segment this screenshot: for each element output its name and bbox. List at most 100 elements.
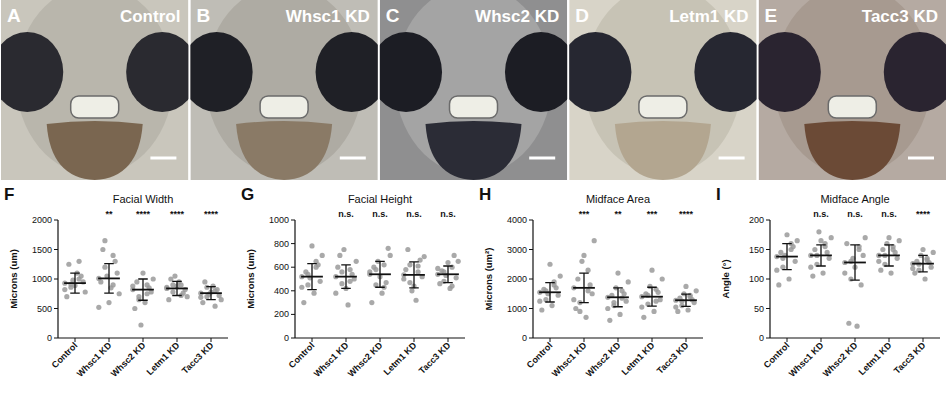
category-label: Whsc1 KD: [550, 340, 589, 379]
data-point: [675, 309, 680, 314]
photo-panel: [190, 0, 377, 180]
scale-bar: [340, 157, 366, 160]
cement-gland: [426, 121, 522, 180]
data-point: [793, 259, 798, 264]
data-point: [626, 279, 631, 284]
mean-line: [200, 292, 222, 294]
data-point: [335, 265, 340, 270]
significance-label: n.s.: [338, 209, 354, 219]
significance-label: **: [105, 209, 113, 219]
significance-label: ***: [647, 209, 658, 219]
data-point: [166, 297, 171, 302]
data-point: [172, 273, 177, 278]
mean-line: [641, 296, 663, 298]
data-point: [854, 324, 859, 329]
mean-line: [64, 282, 86, 284]
data-point: [660, 276, 665, 281]
data-point: [386, 246, 391, 251]
mouth: [639, 96, 687, 118]
data-point: [413, 298, 418, 303]
mean-line: [166, 288, 188, 290]
data-point: [212, 304, 217, 309]
significance-label: n.s.: [372, 209, 388, 219]
mean-line: [369, 273, 391, 275]
cement-gland: [47, 121, 143, 180]
data-point: [585, 268, 590, 273]
data-point: [445, 260, 450, 265]
y-tick: [529, 279, 533, 280]
data-point: [656, 290, 661, 295]
mouth: [260, 96, 308, 118]
category-label: Control: [50, 340, 80, 370]
marks: [299, 243, 461, 307]
eye: [759, 32, 821, 112]
y-axis-label: Microns (um): [245, 249, 256, 309]
data-point: [924, 258, 929, 263]
scale-bar: [908, 157, 934, 160]
y-tick-label: 0: [522, 333, 527, 343]
data-point: [318, 279, 323, 284]
data-point: [617, 312, 622, 317]
significance-label: ***: [579, 209, 590, 219]
x-tick: [414, 338, 415, 342]
panel-label: Tacc3 KD: [862, 7, 938, 26]
data-point: [96, 305, 101, 310]
data-point: [83, 289, 88, 294]
data-point: [539, 307, 544, 312]
data-point: [354, 259, 359, 264]
data-point: [846, 321, 851, 326]
y-tick-label: 0: [47, 333, 52, 343]
data-point: [409, 288, 414, 293]
data-point: [79, 273, 84, 278]
x-tick: [618, 338, 619, 342]
x-tick: [211, 338, 212, 342]
eye: [380, 32, 442, 112]
x-tick: [889, 338, 890, 342]
mean-line: [335, 276, 357, 278]
data-point: [878, 268, 883, 273]
data-point: [347, 279, 352, 284]
data-point: [401, 276, 406, 281]
data-point: [795, 238, 800, 243]
data-point: [299, 285, 304, 290]
chart-title: Facial Width: [113, 193, 174, 205]
data-point: [820, 271, 825, 276]
eye: [694, 32, 756, 112]
x-tick: [177, 338, 178, 342]
data-point: [888, 271, 893, 276]
eye: [569, 32, 631, 112]
cement-gland: [236, 121, 332, 180]
data-point: [585, 288, 590, 293]
y-tick: [529, 220, 533, 221]
mean-line: [573, 287, 595, 289]
data-point: [922, 276, 927, 281]
cement-gland: [804, 121, 900, 180]
y-tick: [766, 249, 770, 250]
mean-line: [98, 278, 120, 280]
eye: [190, 32, 252, 112]
data-point: [170, 282, 175, 287]
mean-line: [912, 263, 934, 265]
data-point: [863, 235, 868, 240]
data-point: [639, 304, 644, 309]
mean-line: [437, 273, 459, 275]
significance-label: ****: [204, 209, 219, 219]
data-point: [379, 291, 384, 296]
data-point: [929, 265, 934, 270]
data-point: [886, 235, 891, 240]
mouth: [828, 96, 876, 118]
category-label: Tacc3 KD: [180, 340, 216, 376]
mean-line: [878, 254, 900, 256]
data-point: [687, 294, 692, 299]
data-point: [339, 281, 344, 286]
category-label: Whsc1 KD: [312, 340, 351, 379]
data-point: [859, 282, 864, 287]
panel-label: Whsc1 KD: [286, 7, 370, 26]
data-point: [895, 256, 900, 261]
data-point: [64, 294, 69, 299]
y-tick: [529, 338, 533, 339]
x-tick: [380, 338, 381, 342]
category-label: Control: [525, 340, 555, 370]
data-point: [138, 322, 143, 327]
y-tick-label: 100: [749, 274, 764, 284]
